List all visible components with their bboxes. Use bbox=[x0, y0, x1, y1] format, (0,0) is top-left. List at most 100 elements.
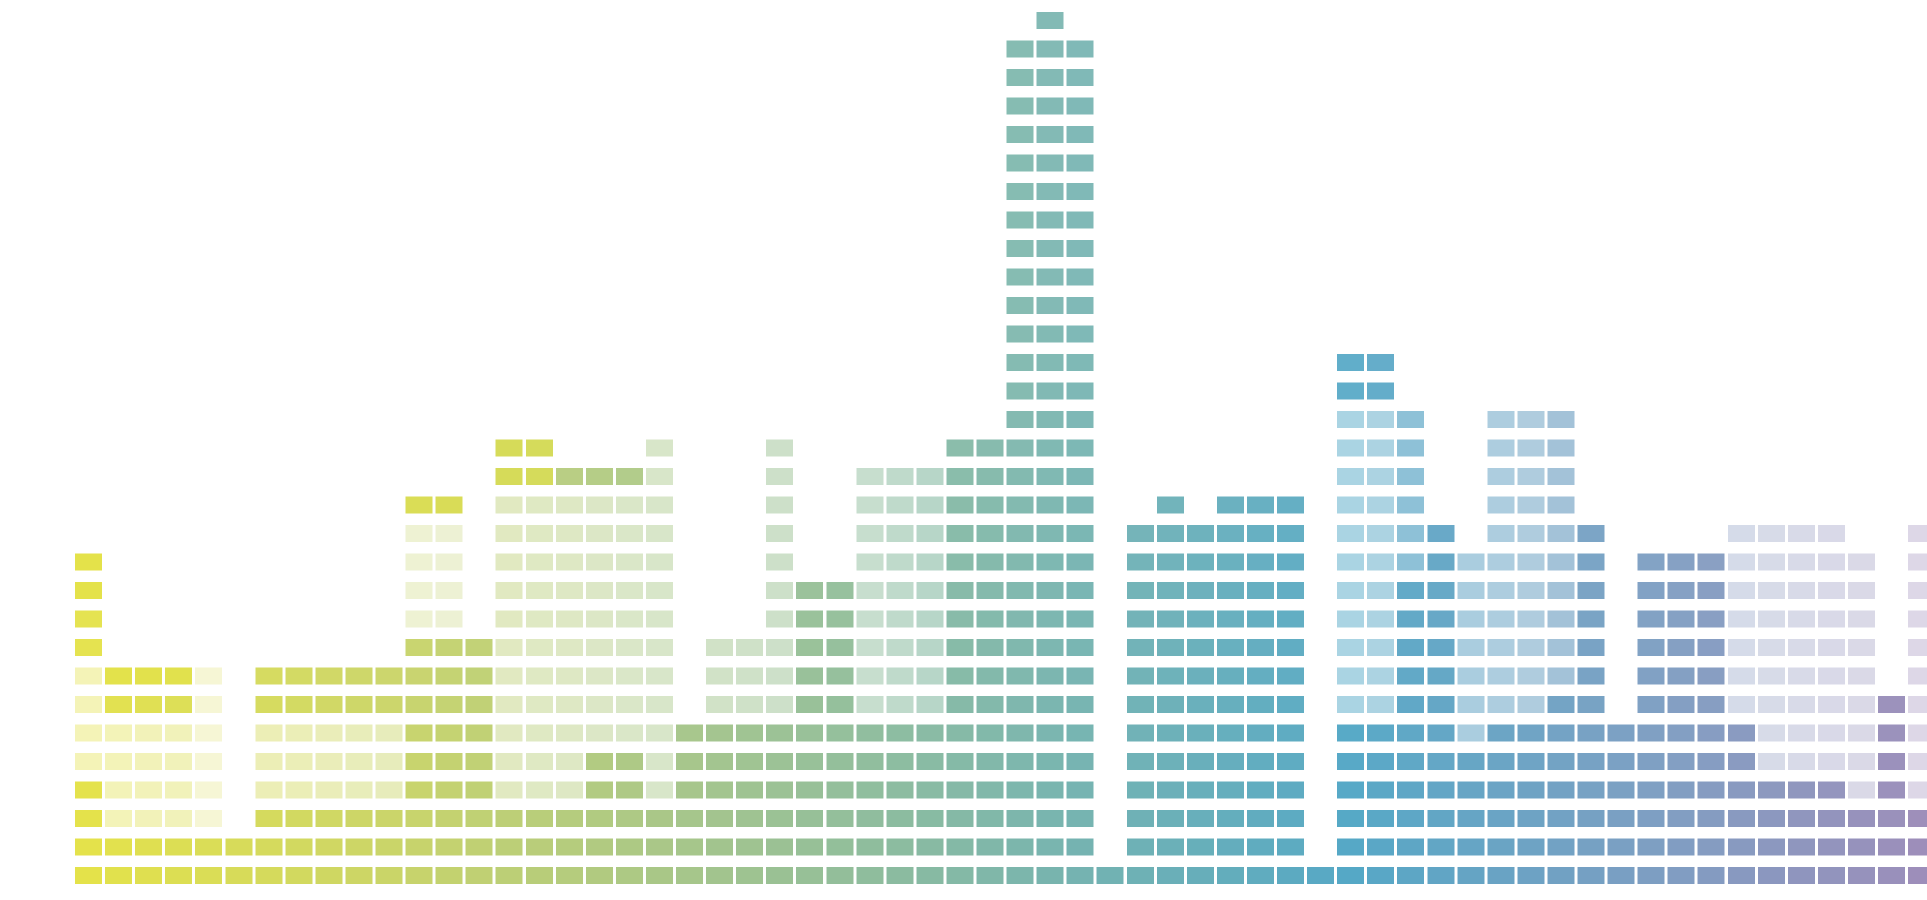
skyline-block bbox=[1247, 696, 1274, 713]
skyline-block bbox=[1667, 696, 1695, 713]
skyline-block bbox=[1277, 525, 1304, 542]
skyline-block bbox=[1247, 867, 1274, 884]
skyline-block bbox=[1697, 639, 1725, 656]
skyline-block bbox=[1036, 610, 1064, 628]
skyline-block bbox=[585, 639, 613, 656]
skyline-block bbox=[1066, 439, 1094, 457]
skyline-block bbox=[1727, 667, 1755, 685]
skyline-block bbox=[435, 724, 463, 742]
skyline-block bbox=[1006, 183, 1034, 200]
skyline-block bbox=[555, 468, 583, 485]
skyline-block bbox=[1397, 781, 1425, 799]
skyline-block bbox=[165, 838, 193, 856]
skyline-block bbox=[1367, 411, 1395, 428]
skyline-block bbox=[585, 525, 613, 542]
skyline-block bbox=[1397, 411, 1425, 428]
skyline-block bbox=[916, 582, 944, 599]
skyline-block bbox=[315, 724, 343, 742]
skyline-block bbox=[736, 724, 764, 742]
skyline-block bbox=[826, 810, 854, 827]
skyline-block bbox=[946, 838, 974, 856]
skyline-block bbox=[1036, 810, 1064, 827]
skyline-block bbox=[1908, 838, 1927, 856]
skyline-block bbox=[856, 610, 884, 628]
skyline-block bbox=[405, 667, 433, 685]
skyline-block bbox=[1247, 667, 1274, 685]
skyline-block bbox=[1066, 639, 1094, 656]
skyline-block bbox=[1697, 838, 1725, 856]
skyline-block bbox=[1247, 525, 1274, 542]
skyline-block bbox=[1337, 382, 1365, 400]
skyline-block bbox=[1126, 753, 1154, 770]
skyline-block bbox=[1848, 867, 1875, 884]
skyline-block bbox=[946, 439, 974, 457]
skyline-block bbox=[435, 496, 463, 514]
skyline-block bbox=[1337, 525, 1365, 542]
skyline-block bbox=[1216, 582, 1244, 599]
skyline-block bbox=[1878, 867, 1905, 884]
skyline-block bbox=[1006, 753, 1034, 770]
skyline-block bbox=[1367, 639, 1395, 656]
skyline-block bbox=[976, 753, 1004, 770]
skyline-block bbox=[1036, 154, 1064, 172]
skyline-block bbox=[1036, 354, 1064, 371]
skyline-block bbox=[1367, 525, 1395, 542]
skyline-block bbox=[1006, 496, 1034, 514]
skyline-block bbox=[1487, 439, 1515, 457]
skyline-block bbox=[1006, 411, 1034, 428]
skyline-block bbox=[1457, 867, 1485, 884]
skyline-block bbox=[1787, 639, 1815, 656]
skyline-block bbox=[195, 781, 223, 799]
skyline-block bbox=[1547, 838, 1575, 856]
skyline-block bbox=[465, 696, 493, 713]
skyline-block bbox=[1337, 838, 1365, 856]
skyline-block bbox=[1186, 838, 1214, 856]
skyline-block bbox=[1066, 411, 1094, 428]
skyline-block bbox=[1577, 781, 1605, 799]
skyline-block bbox=[1066, 297, 1094, 314]
skyline-block bbox=[1156, 667, 1184, 685]
skyline-block bbox=[1216, 838, 1244, 856]
skyline-block bbox=[315, 753, 343, 770]
skyline-block bbox=[1277, 696, 1304, 713]
skyline-block bbox=[1908, 867, 1927, 884]
skyline-block bbox=[1006, 781, 1034, 799]
skyline-block bbox=[766, 639, 794, 656]
skyline-block bbox=[1036, 126, 1064, 143]
skyline-block bbox=[1457, 582, 1485, 599]
skyline-block bbox=[1367, 582, 1395, 599]
skyline-block bbox=[345, 838, 373, 856]
skyline-block bbox=[1367, 382, 1395, 400]
skyline-block bbox=[1006, 69, 1034, 86]
skyline-block bbox=[1637, 639, 1665, 656]
skyline-block bbox=[1848, 639, 1875, 656]
skyline-block bbox=[1757, 610, 1785, 628]
skyline-block bbox=[105, 696, 132, 713]
skyline-block bbox=[1457, 781, 1485, 799]
skyline-block bbox=[1908, 781, 1927, 799]
skyline-block bbox=[585, 553, 613, 571]
skyline-block bbox=[1427, 667, 1455, 685]
skyline-block bbox=[1667, 838, 1695, 856]
skyline-block bbox=[1337, 496, 1365, 514]
skyline-block bbox=[1186, 610, 1214, 628]
skyline-block bbox=[1607, 724, 1635, 742]
skyline-block bbox=[615, 582, 643, 599]
skyline-block bbox=[1156, 639, 1184, 656]
skyline-block bbox=[1397, 439, 1425, 457]
skyline-block bbox=[195, 667, 223, 685]
skyline-block bbox=[375, 696, 403, 713]
skyline-block bbox=[1757, 553, 1785, 571]
skyline-block bbox=[435, 810, 463, 827]
skyline-block bbox=[1697, 610, 1725, 628]
skyline-block bbox=[1216, 753, 1244, 770]
skyline-block bbox=[1757, 582, 1785, 599]
skyline-block bbox=[375, 838, 403, 856]
skyline-block bbox=[1908, 610, 1927, 628]
skyline-block bbox=[736, 639, 764, 656]
skyline-block bbox=[1487, 753, 1515, 770]
skyline-block bbox=[766, 667, 794, 685]
skyline-block bbox=[1637, 667, 1665, 685]
skyline-block bbox=[1186, 724, 1214, 742]
skyline-block bbox=[676, 867, 703, 884]
